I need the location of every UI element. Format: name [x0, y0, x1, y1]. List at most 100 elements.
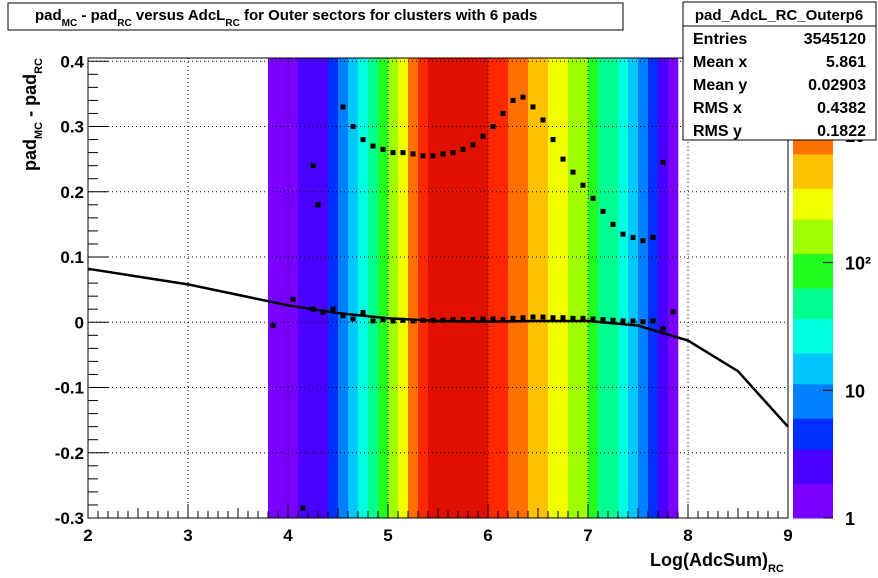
- colorbar-step: [793, 433, 833, 438]
- profile-point: [270, 323, 276, 329]
- profile-point: [640, 238, 646, 244]
- stats-title: pad_AdcL_RC_Outerp6: [695, 7, 863, 24]
- colorbar-step: [793, 410, 833, 415]
- colorbar-step: [793, 460, 833, 465]
- heatmap-cell: [528, 58, 539, 518]
- colorbar-step: [793, 349, 833, 354]
- colorbar-step: [793, 176, 833, 182]
- plot-frame: [87, 57, 789, 519]
- colorbar-step: [793, 165, 833, 170]
- text-part: pad: [35, 7, 62, 24]
- colorbar-step: [793, 341, 833, 346]
- colorbar-step: [793, 157, 833, 162]
- heatmap-cell: [468, 58, 479, 518]
- colorbar-step: [793, 261, 833, 266]
- profile-point: [440, 317, 446, 323]
- colorbar-step: [793, 234, 833, 239]
- fit-curve: [87, 267, 789, 428]
- profile-point: [310, 306, 316, 312]
- colorbar-step: [793, 188, 833, 193]
- profile-point: [390, 150, 396, 156]
- heatmap-cell: [628, 58, 639, 518]
- colorbar-step: [793, 318, 833, 323]
- profile-point: [500, 317, 506, 323]
- profile-point: [460, 317, 466, 323]
- y-tick-label: -0.2: [55, 444, 84, 463]
- colorbar-step: [793, 307, 833, 312]
- text-part: - pad: [77, 7, 117, 24]
- profile-point: [560, 315, 566, 321]
- colorbar-step: [793, 265, 833, 270]
- colorbar-step: [793, 372, 833, 377]
- colorbar-step: [793, 387, 833, 392]
- profile-point: [510, 315, 516, 321]
- heatmap-cell: [368, 58, 379, 518]
- profile-point: [430, 317, 436, 323]
- x-tick-label: 8: [683, 526, 692, 545]
- profile-point: [570, 315, 576, 321]
- profile-point: [420, 153, 426, 159]
- colorbar-step: [793, 422, 833, 427]
- colorbar-step: [793, 380, 833, 385]
- heatmap-cell: [288, 58, 299, 518]
- profile-point: [590, 316, 596, 322]
- heatmap-cell: [648, 58, 659, 518]
- stats-label: RMS y: [693, 123, 742, 140]
- colorbar-step: [793, 173, 833, 178]
- heatmap-cell: [638, 58, 649, 518]
- heatmap-cell: [438, 58, 449, 518]
- colorbar-step: [793, 230, 833, 235]
- colorbar-step: [793, 506, 833, 511]
- subscript: MC: [62, 18, 78, 29]
- heatmap-cell: [508, 58, 519, 518]
- y-tick-label: -0.3: [55, 509, 84, 528]
- heatmap-cell: [298, 58, 309, 518]
- colorbar-step: [793, 472, 833, 477]
- colorbar-step: [793, 150, 833, 155]
- colorbar-step: [793, 222, 833, 228]
- colorbar-step: [793, 330, 833, 335]
- colorbar-step: [793, 207, 833, 212]
- profile-point: [650, 318, 656, 324]
- y-tick-label: 0.2: [60, 183, 84, 202]
- profile-point: [450, 317, 456, 323]
- colorbar-step: [793, 491, 833, 496]
- text-part: for Outer sectors for clusters with 6 pa…: [240, 7, 538, 24]
- stats-value: 5.861: [826, 54, 866, 71]
- colorbar-step: [793, 138, 833, 143]
- heatmap-cell: [308, 58, 319, 518]
- profile-point: [610, 221, 616, 227]
- profile-point: [360, 309, 366, 315]
- colorbar-step: [793, 196, 833, 201]
- colorbar-step: [793, 456, 833, 461]
- heatmap-cell: [578, 58, 589, 518]
- stats-value: 0.4382: [817, 100, 866, 117]
- profile-point: [490, 124, 496, 130]
- heatmap-cell: [348, 58, 359, 518]
- profile-point: [450, 150, 456, 156]
- profile-point: [370, 318, 376, 324]
- profile-point: [390, 318, 396, 324]
- subscript: MC: [33, 122, 45, 139]
- stats-label: RMS x: [693, 100, 742, 117]
- subscript: RC: [768, 563, 784, 575]
- subscript: RC: [117, 18, 131, 29]
- colorbar-step: [793, 353, 833, 358]
- profile-point: [600, 208, 606, 214]
- profile-point: [590, 195, 596, 201]
- colorbar-step: [793, 479, 833, 484]
- profile-point: [660, 159, 666, 165]
- colorbar-step: [793, 272, 833, 277]
- profile-point: [520, 315, 526, 321]
- colorbar-step: [793, 441, 833, 446]
- text-part: - pad: [20, 74, 40, 122]
- profile-point: [400, 150, 406, 156]
- profile-point: [290, 296, 296, 302]
- profile-point: [320, 309, 326, 315]
- colorbar-step: [793, 452, 833, 458]
- heatmap-cell: [428, 58, 439, 518]
- heatmap-cell: [478, 58, 489, 518]
- colorbar-step: [793, 192, 833, 197]
- colorbar-step: [793, 403, 833, 408]
- colorbar-step: [793, 510, 833, 515]
